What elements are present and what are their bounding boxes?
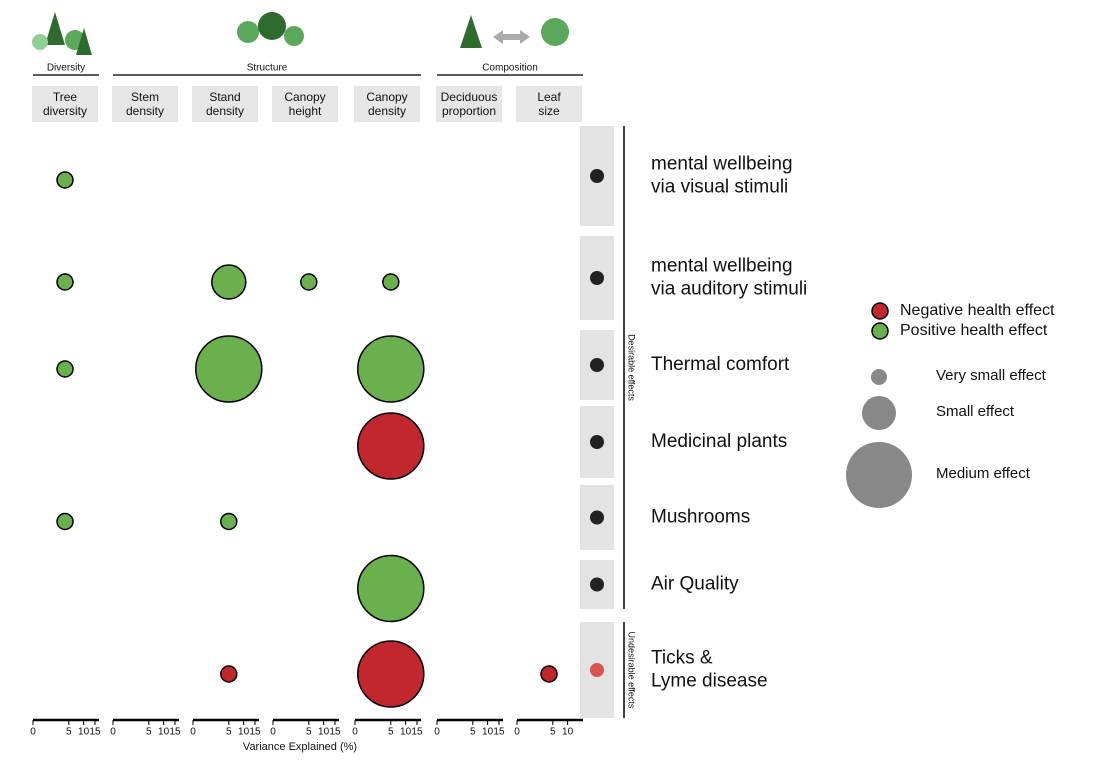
- row-label: Air Quality: [651, 574, 739, 595]
- column-label: Canopy: [366, 90, 407, 104]
- row-icon: [590, 663, 604, 677]
- group-label: Structure: [247, 63, 288, 74]
- row-icon: [590, 577, 604, 592]
- column-label: density: [206, 104, 244, 118]
- row-label: Mushrooms: [651, 507, 750, 528]
- column-header: [112, 86, 178, 122]
- x-tick-label: 0: [270, 727, 276, 738]
- bubble: [56, 512, 74, 531]
- column-label: Stand: [209, 90, 240, 104]
- x-tick-label: 10: [400, 727, 412, 738]
- bubble: [357, 640, 425, 708]
- x-tick-label: 5: [146, 727, 152, 738]
- x-axis-title: Variance Explained (%): [243, 741, 357, 753]
- legend-size-label: Very small effect: [936, 367, 1047, 384]
- column-label: Stem: [131, 90, 159, 104]
- bubble: [56, 360, 74, 378]
- group-label: Diversity: [47, 63, 85, 74]
- legend-swatch: [871, 302, 889, 320]
- x-tick-label: 10: [482, 727, 494, 738]
- row-label: Thermal comfort: [651, 354, 790, 375]
- column-label: diversity: [43, 104, 87, 118]
- column-label: height: [289, 104, 322, 118]
- row-icon: [590, 358, 604, 372]
- x-tick-label: 5: [470, 727, 476, 738]
- bubble: [56, 171, 74, 189]
- group-label: Composition: [482, 63, 538, 74]
- column-label: density: [368, 104, 406, 118]
- column-label: Deciduous: [441, 90, 498, 104]
- row-label: via auditory stimuli: [651, 279, 807, 300]
- x-tick-label: 15: [411, 727, 423, 738]
- x-tick-label: 0: [190, 727, 196, 738]
- legend-size-label: Medium effect: [936, 465, 1031, 482]
- x-tick-label: 0: [110, 727, 116, 738]
- x-tick-label: 10: [78, 727, 90, 738]
- x-tick-label: 15: [493, 727, 505, 738]
- column-label: Tree: [53, 90, 78, 104]
- column-header: [354, 86, 420, 122]
- bubble: [220, 512, 238, 531]
- x-tick-label: 15: [329, 727, 341, 738]
- row-icon: [590, 510, 604, 525]
- bubble: [300, 273, 318, 291]
- row-label: Ticks &: [651, 648, 713, 669]
- row-group-label: Desirable effects: [627, 334, 637, 401]
- column-header: [32, 86, 98, 122]
- x-tick-label: 10: [238, 727, 250, 738]
- column-label: size: [538, 104, 560, 118]
- row-label: via visual stimuli: [651, 177, 788, 198]
- x-tick-label: 5: [550, 727, 556, 738]
- bubble: [211, 264, 247, 300]
- legend-size: [871, 369, 887, 385]
- column-header: [516, 86, 582, 122]
- x-tick-label: 5: [226, 727, 232, 738]
- bubble: [220, 665, 238, 683]
- x-tick-label: 0: [352, 727, 358, 738]
- bubble: [195, 335, 263, 403]
- column-label: Leaf: [537, 90, 561, 104]
- row-icon: [590, 271, 604, 285]
- x-tick-label: 0: [30, 727, 36, 738]
- bubble: [540, 665, 558, 683]
- legend-swatch: [871, 322, 889, 340]
- x-tick-label: 0: [514, 727, 520, 738]
- legend-label: Negative health effect: [900, 302, 1055, 319]
- x-tick-label: 0: [434, 727, 440, 738]
- x-tick-label: 15: [169, 727, 181, 738]
- column-label: Canopy: [284, 90, 325, 104]
- x-tick-label: 5: [66, 727, 72, 738]
- column-header: [436, 86, 502, 122]
- row-icon: [590, 435, 604, 449]
- column-label: proportion: [442, 104, 496, 118]
- bubble: [357, 412, 425, 480]
- x-tick-label: 10: [562, 727, 574, 738]
- legend-label: Positive health effect: [900, 322, 1048, 339]
- row-label: mental wellbeing: [651, 154, 793, 175]
- x-tick-label: 5: [306, 727, 312, 738]
- column-header: [192, 86, 258, 122]
- row-group-label: Undesirable effects: [627, 632, 637, 709]
- row-icon: [590, 169, 604, 183]
- bubble: [357, 554, 425, 623]
- column-label: density: [126, 104, 164, 118]
- column-header: [272, 86, 338, 122]
- row-label: Medicinal plants: [651, 431, 787, 452]
- bubble: [382, 273, 400, 291]
- bubble: [56, 273, 74, 291]
- x-tick-label: 15: [249, 727, 261, 738]
- x-tick-label: 10: [318, 727, 330, 738]
- row-label: mental wellbeing: [651, 256, 793, 277]
- x-tick-label: 5: [388, 727, 394, 738]
- row-label: Lyme disease: [651, 671, 768, 692]
- x-tick-label: 15: [89, 727, 101, 738]
- bubble: [357, 335, 425, 403]
- tree-icons: [32, 12, 569, 55]
- legend-size: [846, 442, 912, 508]
- x-tick-label: 10: [158, 727, 170, 738]
- legend-size: [862, 396, 896, 430]
- legend-size-label: Small effect: [936, 403, 1015, 420]
